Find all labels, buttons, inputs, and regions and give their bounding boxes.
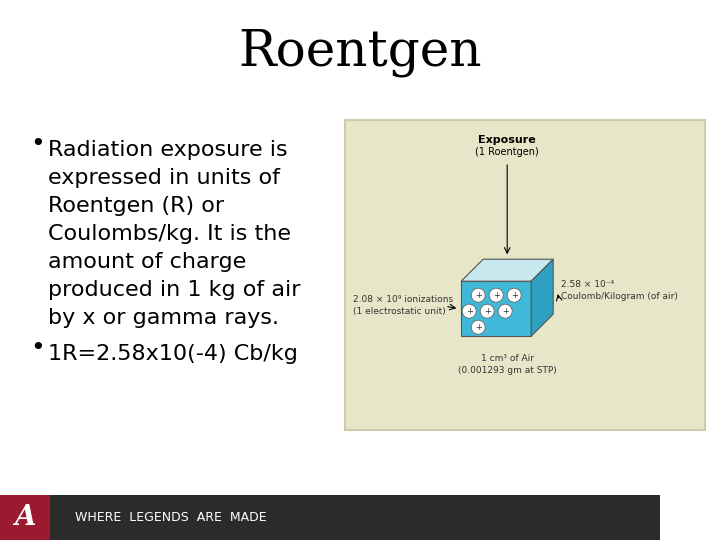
Text: Coulombs/kg. It is the: Coulombs/kg. It is the	[48, 224, 291, 244]
Polygon shape	[531, 259, 553, 336]
Text: by x or gamma rays.: by x or gamma rays.	[48, 308, 279, 328]
Bar	[0, 495, 50, 540]
Bar	[0, 495, 660, 540]
Circle shape	[471, 288, 485, 302]
Text: +: +	[510, 291, 518, 300]
Text: produced in 1 kg of air: produced in 1 kg of air	[48, 280, 300, 300]
Circle shape	[462, 304, 476, 318]
Text: (1 electrostatic unit): (1 electrostatic unit)	[353, 307, 446, 316]
Text: (0.001293 gm at STP): (0.001293 gm at STP)	[458, 366, 557, 375]
Text: +: +	[484, 307, 490, 316]
Circle shape	[507, 288, 521, 302]
Text: 2.58 × 10⁻⁴: 2.58 × 10⁻⁴	[561, 280, 614, 289]
Text: 1 cm³ of Air: 1 cm³ of Air	[481, 354, 534, 363]
Text: 2.08 × 10⁹ ionizations: 2.08 × 10⁹ ionizations	[353, 295, 453, 303]
FancyBboxPatch shape	[345, 120, 705, 430]
Text: Coulomb/Kilogram (of air): Coulomb/Kilogram (of air)	[561, 292, 678, 301]
Text: A: A	[14, 504, 36, 531]
Text: Roentgen (R) or: Roentgen (R) or	[48, 196, 224, 216]
Circle shape	[489, 288, 503, 302]
Text: Exposure: Exposure	[478, 135, 536, 145]
Circle shape	[471, 320, 485, 334]
Text: Radiation exposure is: Radiation exposure is	[48, 140, 287, 160]
Text: 1R=2.58x10(-4) Cb/kg: 1R=2.58x10(-4) Cb/kg	[48, 344, 298, 364]
Text: expressed in units of: expressed in units of	[48, 168, 280, 188]
Text: Roentgen: Roentgen	[238, 28, 482, 77]
Text: +: +	[466, 307, 472, 316]
Text: •: •	[30, 132, 45, 156]
Circle shape	[480, 304, 494, 318]
Text: +: +	[492, 291, 500, 300]
Text: (1 Roentgen): (1 Roentgen)	[475, 147, 539, 157]
Polygon shape	[462, 259, 553, 281]
Circle shape	[498, 304, 512, 318]
Polygon shape	[462, 281, 531, 336]
Text: +: +	[474, 291, 482, 300]
Text: WHERE  LEGENDS  ARE  MADE: WHERE LEGENDS ARE MADE	[75, 511, 266, 524]
Text: amount of charge: amount of charge	[48, 252, 246, 272]
Text: +: +	[474, 323, 482, 332]
Text: •: •	[30, 336, 45, 360]
Text: +: +	[502, 307, 508, 316]
